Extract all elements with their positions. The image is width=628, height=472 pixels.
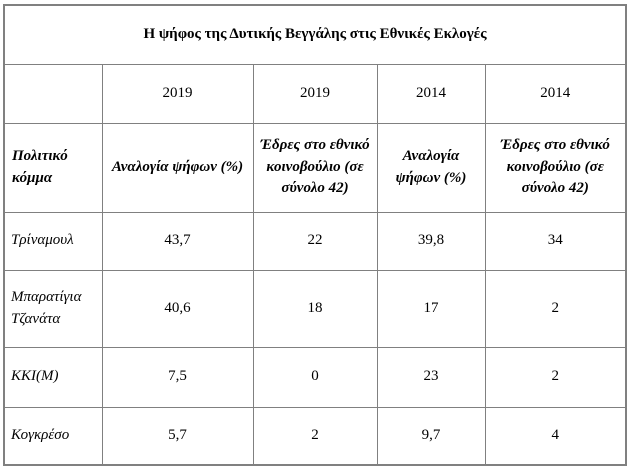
value-cell: 2	[252, 406, 378, 466]
value-cell: 0	[252, 346, 378, 408]
value-cell: 23	[376, 346, 486, 408]
value-cell: 43,7	[101, 211, 254, 271]
year-2014-votes-cell: 2014	[376, 63, 486, 124]
party-name-cell: Μπαρατίγια Τζανάτα	[3, 269, 103, 348]
column-header-row: Πολιτικό κόμμα Αναλογία ψήφων (%) Έδρες …	[3, 122, 627, 213]
column-header-votes-2014: Αναλογία ψήφων (%)	[376, 122, 486, 213]
empty-corner-cell	[3, 63, 103, 124]
value-cell: 17	[376, 269, 486, 348]
value-cell: 2	[484, 346, 627, 408]
value-cell: 5,7	[101, 406, 254, 466]
year-header-row: 2019 2019 2014 2014	[3, 63, 627, 124]
year-2019-seats-cell: 2019	[252, 63, 378, 124]
table-title: Η ψήφος της Δυτικής Βεγγάλης στις Εθνικέ…	[3, 4, 627, 65]
value-cell: 4	[484, 406, 627, 466]
value-cell: 2	[484, 269, 627, 348]
column-header-seats-2019: Έδρες στο εθνικό κοινοβούλιο (σε σύνολο …	[252, 122, 378, 213]
value-cell: 7,5	[101, 346, 254, 408]
table-row-trinamool: Τρίναμουλ 43,7 22 39,8 34	[3, 211, 627, 271]
table-row-bharatiya-janata: Μπαρατίγια Τζανάτα 40,6 18 17 2	[3, 269, 627, 348]
year-2014-seats-cell: 2014	[484, 63, 627, 124]
column-header-seats-2014: Έδρες στο εθνικό κοινοβούλιο (σε σύνολο …	[484, 122, 627, 213]
value-cell: 39,8	[376, 211, 486, 271]
election-results-table: Η ψήφος της Δυτικής Βεγγάλης στις Εθνικέ…	[3, 4, 627, 466]
title-row: Η ψήφος της Δυτικής Βεγγάλης στις Εθνικέ…	[3, 4, 627, 65]
table-row-congress: Κογκρέσο 5,7 2 9,7 4	[3, 406, 627, 466]
table-row-cpim: ΚΚΙ(Μ) 7,5 0 23 2	[3, 346, 627, 408]
year-2019-votes-cell: 2019	[101, 63, 254, 124]
value-cell: 40,6	[101, 269, 254, 348]
column-header-votes-2019: Αναλογία ψήφων (%)	[101, 122, 254, 213]
value-cell: 34	[484, 211, 627, 271]
value-cell: 9,7	[376, 406, 486, 466]
party-name-cell: Κογκρέσο	[3, 406, 103, 466]
party-name-cell: ΚΚΙ(Μ)	[3, 346, 103, 408]
value-cell: 22	[252, 211, 378, 271]
column-header-party: Πολιτικό κόμμα	[3, 122, 103, 213]
party-name-cell: Τρίναμουλ	[3, 211, 103, 271]
value-cell: 18	[252, 269, 378, 348]
